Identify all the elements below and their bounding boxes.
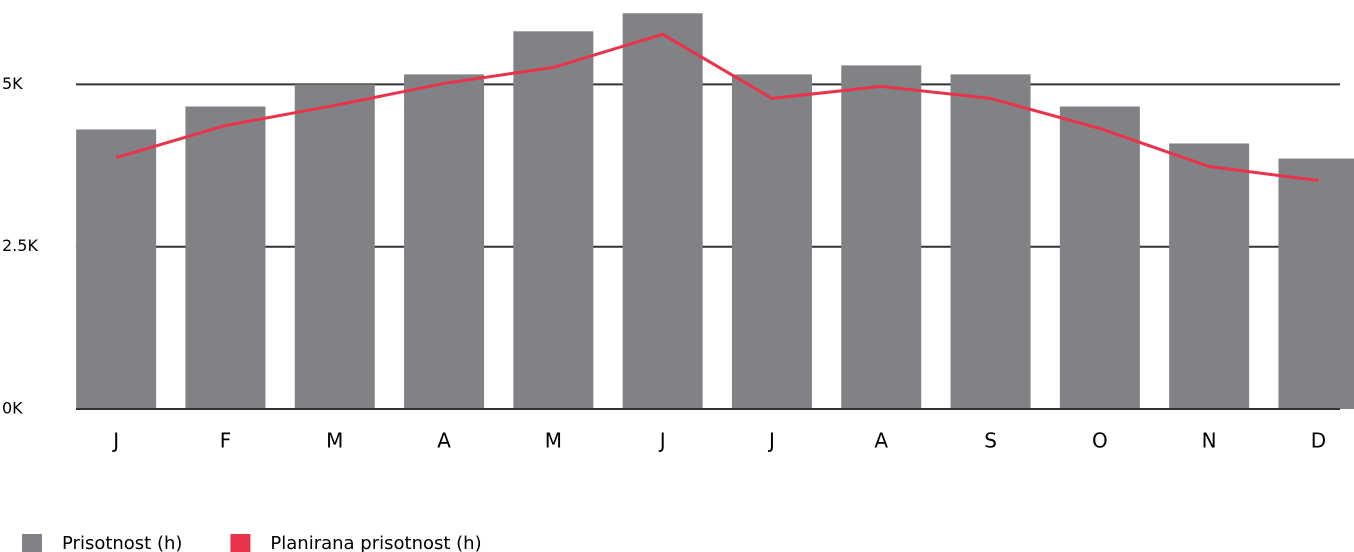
legend-swatch: [230, 534, 251, 552]
line: [115, 32, 1319, 183]
bar: [1059, 106, 1140, 409]
x-tick-label: M: [545, 429, 562, 453]
legend-label: Planirana prisotnost (h): [270, 533, 481, 552]
bar: [185, 106, 266, 409]
y-tick-label: 2.5K: [2, 236, 38, 255]
x-tick-label: A: [874, 429, 888, 453]
x-tick-label: J: [767, 429, 775, 453]
x-tick-label: D: [1311, 429, 1326, 453]
x-tick-label: A: [437, 429, 451, 453]
x-tick-label: J: [111, 429, 119, 453]
y-tick-label: 5K: [2, 74, 23, 93]
y-tick-label: 0K: [2, 399, 23, 418]
bar: [731, 74, 812, 409]
x-tick-label: J: [658, 429, 666, 453]
legend-swatch: [22, 534, 42, 552]
bar: [513, 31, 594, 409]
bar: [1169, 143, 1250, 409]
x-tick-label: M: [326, 429, 343, 453]
x-tick-label: F: [220, 429, 232, 453]
legend-label: Prisotnost (h): [62, 533, 182, 552]
bar: [841, 65, 922, 410]
x-tick-label: N: [1202, 429, 1217, 453]
bar: [622, 13, 703, 410]
bar: [1278, 158, 1354, 409]
x-tick-label: S: [984, 429, 997, 453]
bar: [950, 74, 1031, 409]
x-tick-label: O: [1092, 429, 1108, 453]
bar: [76, 129, 157, 409]
bar: [294, 84, 375, 410]
bar: [404, 74, 485, 409]
